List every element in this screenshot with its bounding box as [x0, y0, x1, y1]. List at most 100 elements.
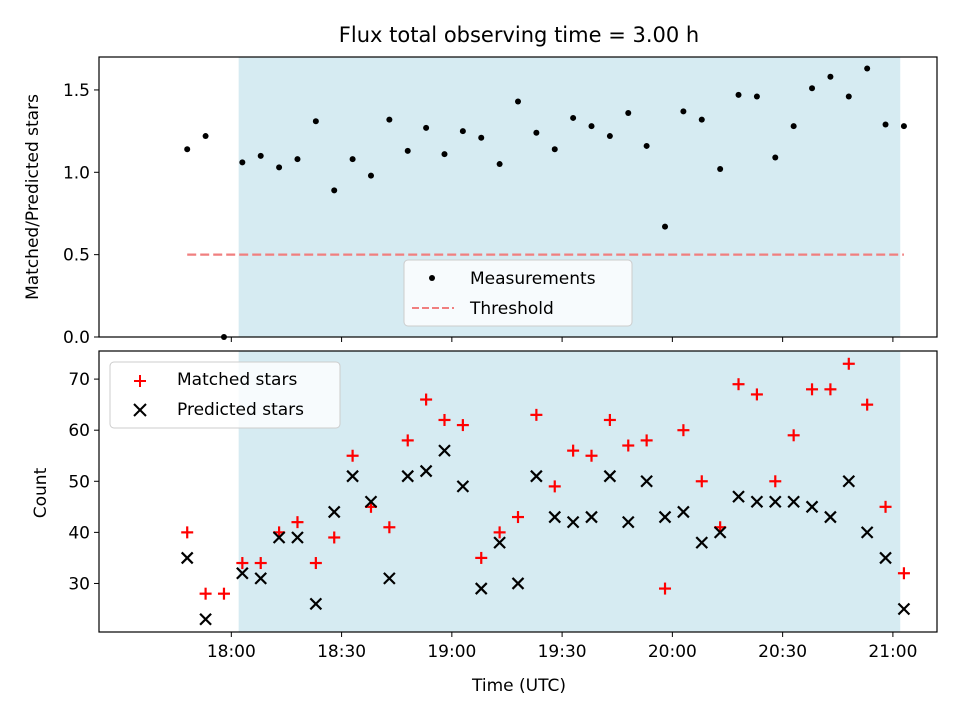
bottom-legend-box [109, 361, 341, 429]
measurement-point [515, 98, 521, 105]
legend-threshold-label: Threshold [469, 299, 554, 319]
predicted-star-marker [658, 510, 672, 524]
measurement-point [790, 123, 797, 130]
y-tick-label: 60 [68, 421, 90, 441]
matched-star-marker [897, 567, 910, 580]
measurement-point [533, 129, 540, 136]
matched-star-marker [328, 531, 341, 544]
bottom-legend: Matched stars Predicted stars [109, 361, 341, 429]
measurement-point [882, 121, 889, 128]
matched-star-marker [750, 388, 763, 401]
matched-star-marker [199, 587, 212, 600]
measurement-point [367, 172, 374, 179]
matched-star-marker [732, 378, 745, 391]
measurement-point [588, 123, 595, 130]
matched-star-marker [603, 413, 616, 426]
matched-star-marker [438, 413, 451, 426]
matched-star-marker [236, 557, 249, 570]
measurement-point [202, 133, 209, 140]
measurement-point [809, 85, 816, 92]
measurement-point [386, 116, 393, 123]
x-tick-label: 19:30 [538, 642, 587, 662]
top-legend: Measurements Threshold [403, 259, 633, 327]
predicted-star-marker [474, 582, 488, 595]
predicted-star-marker [566, 515, 580, 529]
bottom-y-axis-label: Count [31, 467, 51, 518]
predicted-star-marker [456, 480, 470, 493]
predicted-star-marker [291, 531, 304, 544]
measurement-point [478, 134, 485, 141]
predicted-star-marker [585, 510, 598, 524]
measurement-point [735, 91, 742, 98]
x-tick-label: 20:30 [758, 642, 807, 662]
measurement-point [441, 151, 448, 158]
measurement-point [625, 110, 632, 116]
top-panel: 0.0 0.5 1.0 1.5 Flux total observing time =… [23, 23, 938, 348]
matched-star-marker [401, 434, 414, 447]
matched-star-marker [181, 526, 194, 539]
predicted-star-marker [236, 566, 249, 580]
measurement-point [772, 154, 779, 161]
y-tick-label: 0.0 [63, 328, 90, 348]
predicted-star-marker [695, 536, 709, 549]
matched-star-marker [622, 439, 635, 452]
measurement-point [753, 93, 760, 100]
legend-predicted-label: Predicted stars [177, 400, 304, 420]
y-tick-label: 70 [68, 370, 90, 390]
y-tick-label: 30 [68, 574, 90, 594]
matched-star-marker [787, 429, 800, 442]
matched-star-marker [842, 357, 855, 370]
matched-star-marker [493, 526, 506, 539]
bottom-x-ticks: 18:00 18:30 19:00 19:30 20:00 20:30 21:00 [207, 632, 917, 662]
measurement-point [827, 73, 834, 80]
measurement-point [845, 93, 852, 100]
predicted-star-marker [530, 469, 543, 483]
matched-star-marker [309, 557, 322, 570]
matched-star-marker [530, 408, 543, 421]
matched-star-marker [291, 516, 304, 529]
predicted-star-marker [419, 464, 433, 478]
matched-star-marker [475, 551, 488, 564]
predicted-star-marker [787, 495, 800, 508]
predicted-star-marker [732, 490, 745, 503]
predicted-star-marker [897, 602, 911, 616]
predicted-star-marker [254, 572, 267, 585]
predicted-star-marker [346, 469, 359, 483]
measurement-point [551, 146, 558, 153]
predicted-star-marker [511, 577, 525, 590]
measurement-point [698, 116, 705, 123]
predicted-star-marker [548, 510, 562, 524]
predicted-star-marker [769, 495, 782, 508]
measurement-point [606, 133, 613, 140]
legend-measurements-label: Measurements [470, 269, 596, 289]
measurement-point [239, 159, 246, 166]
bottom-panel: 30 40 50 60 70 18:00 18:30 19:00 19:30 20:00 20:3… [31, 350, 938, 696]
measurement-point [662, 223, 669, 230]
matched-star-marker [659, 582, 672, 595]
bottom-observing-window [238, 351, 901, 632]
matched-star-marker [695, 475, 708, 488]
measurement-point [496, 161, 503, 168]
measurement-point [184, 146, 191, 153]
measurement-point [423, 124, 430, 131]
matched-star-marker [806, 383, 819, 396]
matched-star-marker [512, 511, 524, 524]
matched-star-marker [567, 444, 580, 457]
matched-star-marker [861, 398, 874, 411]
y-tick-label: 1.5 [63, 81, 90, 101]
measurement-point [900, 123, 907, 130]
matched-star-marker [420, 393, 433, 406]
measurement-point [643, 142, 650, 149]
x-tick-label: 18:00 [207, 642, 256, 662]
predicted-star-marker [640, 475, 653, 488]
x-axis-label: Time (UTC) [471, 676, 566, 696]
measurement-point [404, 147, 411, 154]
predicted-star-marker [805, 500, 819, 514]
matched-star-marker [383, 521, 396, 534]
matched-star-marker [585, 449, 598, 462]
measurement-point [717, 166, 724, 172]
legend-matched-marker [134, 375, 146, 387]
x-tick-label: 19:00 [427, 642, 476, 662]
y-tick-label: 50 [68, 472, 90, 492]
